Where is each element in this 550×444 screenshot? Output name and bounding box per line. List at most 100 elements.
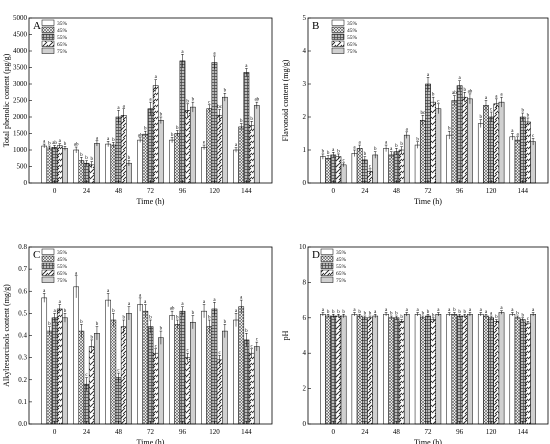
significance-letter: a — [427, 73, 430, 78]
significance-letter: b — [327, 151, 330, 156]
legend-label: 45% — [347, 28, 358, 34]
significance-letter: b — [400, 142, 403, 147]
bar — [425, 83, 431, 184]
bar — [525, 322, 531, 425]
legend-swatch — [41, 26, 55, 33]
bar — [46, 147, 53, 184]
y-tick-label: 1500 — [13, 130, 28, 138]
bar — [174, 133, 181, 184]
bar — [467, 314, 473, 425]
significance-letter: b — [48, 322, 51, 327]
significance-letter: b — [192, 311, 195, 316]
bar — [514, 317, 521, 425]
bar — [201, 310, 207, 425]
bar — [414, 314, 421, 425]
bar — [184, 357, 191, 425]
significance-letter: b — [332, 310, 335, 315]
bar — [238, 126, 245, 184]
x-tick-label: 0 — [53, 187, 57, 195]
significance-letter: b — [453, 308, 456, 313]
significance-letter: ab — [170, 307, 175, 312]
bar — [430, 101, 437, 184]
significance-letter: b — [245, 329, 248, 334]
significance-letter: a — [181, 50, 184, 55]
bar — [325, 315, 331, 425]
y-tick-label: 0.1 — [18, 398, 27, 406]
y-tick-label: 1 — [303, 146, 307, 154]
bar — [509, 136, 516, 184]
legend-label: 75% — [336, 278, 347, 284]
significance-letter: a — [437, 308, 440, 313]
significance-letter: a — [406, 127, 409, 132]
x-tick-label: 96 — [179, 187, 187, 195]
bar — [222, 96, 228, 184]
significance-letter: a — [149, 98, 152, 103]
x-tick-label: 0 — [53, 428, 57, 436]
x-tick-label: 0 — [332, 187, 336, 195]
significance-letter: b — [516, 312, 519, 317]
bar — [211, 308, 218, 425]
significance-letter: a — [107, 137, 110, 142]
significance-letter: b — [48, 142, 51, 147]
significance-letter: a — [43, 289, 46, 294]
significance-letter: c — [187, 349, 190, 354]
y-tick-label: 0.4 — [18, 332, 27, 340]
bar — [190, 106, 196, 184]
significance-letter: b — [208, 316, 211, 321]
x-tick-label: 72 — [147, 428, 155, 436]
legend-label: 65% — [57, 42, 68, 48]
significance-letter: a — [322, 308, 325, 313]
significance-letter: b — [364, 312, 367, 317]
legend-label: 75% — [347, 49, 358, 55]
legend-swatch — [41, 33, 55, 40]
bar — [483, 315, 489, 425]
significance-letter: c — [343, 158, 346, 163]
significance-letter: b — [122, 316, 125, 321]
significance-letter: b — [96, 322, 99, 327]
bar — [190, 321, 196, 425]
significance-letter: a — [181, 302, 184, 307]
significance-letter: b — [112, 309, 115, 314]
x-tick-label: 96 — [456, 187, 464, 195]
significance-letter: b — [322, 149, 325, 154]
significance-letter: b — [64, 309, 67, 314]
bar — [530, 141, 536, 184]
x-tick-label: 120 — [486, 428, 497, 436]
significance-letter: a — [511, 129, 514, 134]
significance-letter: b — [464, 88, 467, 93]
significance-letter: a — [96, 136, 99, 141]
bar — [152, 352, 159, 425]
legend-label: 45% — [336, 257, 347, 263]
legend-label: 55% — [336, 264, 347, 270]
y-axis-title: pH — [281, 330, 290, 340]
significance-letter: ab — [52, 141, 57, 146]
bar — [174, 324, 181, 425]
bar — [41, 145, 48, 184]
bar — [78, 330, 85, 425]
x-tick-label: 72 — [425, 187, 433, 195]
significance-letter: a — [213, 298, 216, 303]
significance-letter: a — [458, 76, 461, 81]
significance-letter: b — [432, 93, 435, 98]
bar — [238, 306, 245, 425]
bar — [362, 317, 368, 425]
legend-label: 65% — [336, 271, 347, 277]
significance-letter: bc — [420, 111, 426, 116]
significance-letter: b — [144, 127, 147, 132]
bar — [335, 315, 342, 425]
bar — [169, 315, 175, 425]
significance-letter: b — [337, 149, 340, 154]
significance-letter: c — [219, 351, 222, 356]
bar — [179, 310, 186, 425]
bar — [435, 314, 442, 425]
bar — [362, 159, 368, 184]
bar — [152, 85, 159, 184]
significance-letter: a — [480, 308, 483, 313]
significance-letter: b — [149, 316, 152, 321]
bar — [41, 297, 48, 425]
significance-letter: b — [224, 320, 227, 325]
significance-letter: b — [480, 115, 483, 120]
significance-letter: b — [91, 157, 94, 162]
